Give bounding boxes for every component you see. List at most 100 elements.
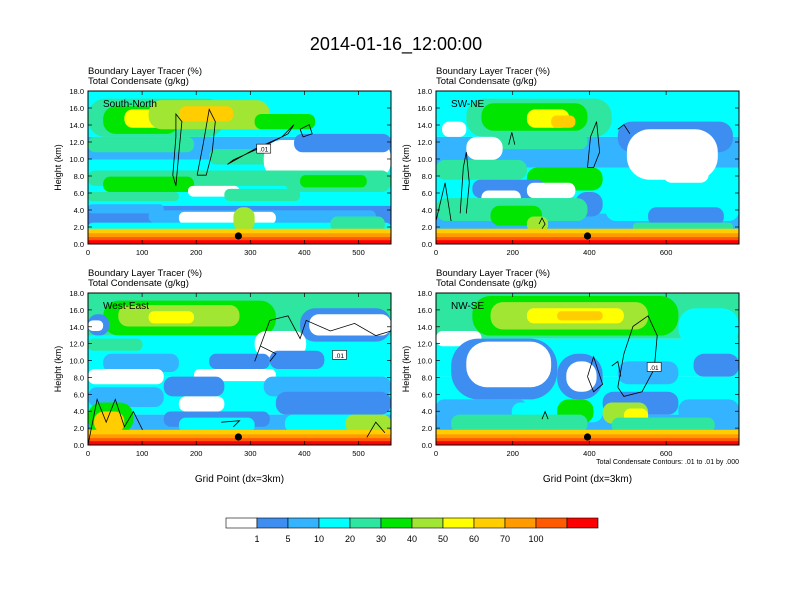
x-tick-label: 300 bbox=[244, 248, 257, 257]
legend-swatch-5 bbox=[380, 517, 413, 529]
x-tick-label: 300 bbox=[244, 449, 257, 458]
heatmap-region-19 bbox=[88, 191, 179, 202]
panel-1: Boundary Layer Tracer (%)Total Condensat… bbox=[53, 66, 392, 257]
x-tick-label: 400 bbox=[298, 248, 311, 257]
x-tick-label: 0 bbox=[434, 449, 438, 458]
panel-header-tracer: Boundary Layer Tracer (%) bbox=[88, 268, 202, 279]
legend-swatch-4 bbox=[349, 517, 382, 529]
y-tick-label: 10.0 bbox=[417, 155, 432, 164]
surface-band-2 bbox=[88, 438, 391, 443]
y-tick-label: 0.0 bbox=[422, 441, 432, 450]
heatmap-region-7 bbox=[557, 311, 603, 321]
x-tick-label: 200 bbox=[190, 248, 203, 257]
heatmap-region-15 bbox=[103, 176, 195, 192]
y-tick-label: 12.0 bbox=[69, 340, 84, 349]
condensate-contours bbox=[88, 315, 391, 445]
x-tick-label: 0 bbox=[434, 248, 438, 257]
heatmap-region-20 bbox=[88, 387, 164, 407]
y-tick-label: 18.0 bbox=[69, 289, 84, 298]
location-marker bbox=[234, 433, 242, 441]
surface-band-3 bbox=[436, 240, 739, 244]
legend-label: 70 bbox=[500, 534, 510, 544]
x-tick-label: 500 bbox=[352, 248, 365, 257]
location-marker bbox=[234, 232, 242, 240]
y-tick-label: 6.0 bbox=[74, 189, 84, 198]
heatmap-region-24 bbox=[178, 417, 255, 433]
contour-label: .01 bbox=[259, 147, 268, 154]
legend-label: 60 bbox=[469, 534, 479, 544]
panel-4: Boundary Layer Tracer (%)Total Condensat… bbox=[401, 268, 740, 485]
y-tick-label: 2.0 bbox=[422, 424, 432, 433]
heatmap-region-6 bbox=[148, 311, 195, 324]
y-tick-label: 6.0 bbox=[422, 390, 432, 399]
y-tick-label: 0.0 bbox=[422, 240, 432, 249]
y-tick-label: 18.0 bbox=[417, 87, 432, 96]
y-tick-label: 16.0 bbox=[69, 306, 84, 315]
y-tick-label: 12.0 bbox=[417, 138, 432, 147]
heatmap-region-8 bbox=[496, 133, 588, 150]
y-tick-label: 16.0 bbox=[69, 104, 84, 113]
y-tick-label: 4.0 bbox=[422, 407, 432, 416]
surface-band-0 bbox=[436, 228, 739, 235]
x-tick-label: 500 bbox=[352, 449, 365, 458]
panel-label: NW-SE bbox=[451, 301, 484, 312]
surface-band-3 bbox=[88, 441, 391, 445]
x-tick-label: 400 bbox=[583, 449, 596, 458]
legend-label: 50 bbox=[438, 534, 448, 544]
contour-line-0 bbox=[254, 315, 391, 362]
y-tick-label: 16.0 bbox=[417, 104, 432, 113]
x-tick-label: 600 bbox=[660, 248, 673, 257]
x-tick-label: 0 bbox=[86, 449, 90, 458]
panel-header-condensate: Total Condensate (g/kg) bbox=[436, 278, 537, 289]
heatmap-field bbox=[88, 293, 391, 445]
location-marker bbox=[583, 232, 592, 240]
y-tick-label: 2.0 bbox=[74, 223, 84, 232]
panel-label: South-North bbox=[103, 99, 157, 110]
heatmap-region-18 bbox=[526, 182, 576, 199]
contour-line-3 bbox=[299, 124, 313, 138]
y-tick-label: 8.0 bbox=[422, 373, 432, 382]
heatmap-region-10 bbox=[103, 353, 179, 373]
panel-label: SW-NE bbox=[451, 99, 484, 110]
panel-header-tracer: Boundary Layer Tracer (%) bbox=[436, 268, 550, 279]
contour-line-3 bbox=[541, 410, 549, 420]
legend-swatch-2 bbox=[287, 517, 320, 529]
y-tick-label: 14.0 bbox=[69, 121, 84, 130]
y-tick-label: 12.0 bbox=[69, 138, 84, 147]
x-tick-label: 100 bbox=[136, 248, 149, 257]
heatmap-region-11 bbox=[466, 341, 552, 388]
heatmap-region-27 bbox=[330, 216, 385, 232]
y-axis-label: Height (km) bbox=[401, 144, 411, 191]
surface-band-0 bbox=[88, 228, 391, 235]
contour-footnote: Total Condensate Contours: .01 to .01 by… bbox=[596, 459, 739, 466]
contour-line-3 bbox=[221, 420, 241, 428]
heatmap-region-28 bbox=[345, 414, 391, 433]
contour-line-3 bbox=[617, 124, 631, 135]
heatmap-region-14 bbox=[269, 350, 325, 369]
x-tick-label: 0 bbox=[86, 248, 90, 257]
y-tick-label: 0.0 bbox=[74, 240, 84, 249]
legend-swatch-11 bbox=[566, 517, 599, 529]
y-tick-label: 2.0 bbox=[74, 424, 84, 433]
panel-2: Boundary Layer Tracer (%)Total Condensat… bbox=[401, 66, 740, 257]
x-axis-label: Grid Point (dx=3km) bbox=[543, 474, 632, 485]
y-tick-label: 4.0 bbox=[74, 206, 84, 215]
plot-frame bbox=[87, 292, 392, 446]
heatmap-region-15 bbox=[88, 369, 164, 385]
y-tick-label: 14.0 bbox=[69, 323, 84, 332]
legend-swatch-6 bbox=[411, 517, 444, 529]
heatmap-region-24 bbox=[178, 211, 276, 225]
heatmap-region-15 bbox=[693, 353, 739, 377]
y-tick-label: 14.0 bbox=[417, 323, 432, 332]
contour-line-0 bbox=[587, 355, 604, 393]
contour-label-box bbox=[256, 143, 272, 154]
legend-label: 5 bbox=[285, 534, 290, 544]
heatmap-region-19 bbox=[263, 376, 391, 397]
contour-line-2 bbox=[587, 121, 601, 168]
y-tick-label: 4.0 bbox=[422, 206, 432, 215]
y-tick-label: 8.0 bbox=[74, 373, 84, 382]
x-tick-label: 200 bbox=[190, 449, 203, 458]
legend-swatch-9 bbox=[504, 517, 537, 529]
panel-3: Boundary Layer Tracer (%)Total Condensat… bbox=[53, 268, 392, 485]
heatmap-region-25 bbox=[611, 417, 715, 433]
